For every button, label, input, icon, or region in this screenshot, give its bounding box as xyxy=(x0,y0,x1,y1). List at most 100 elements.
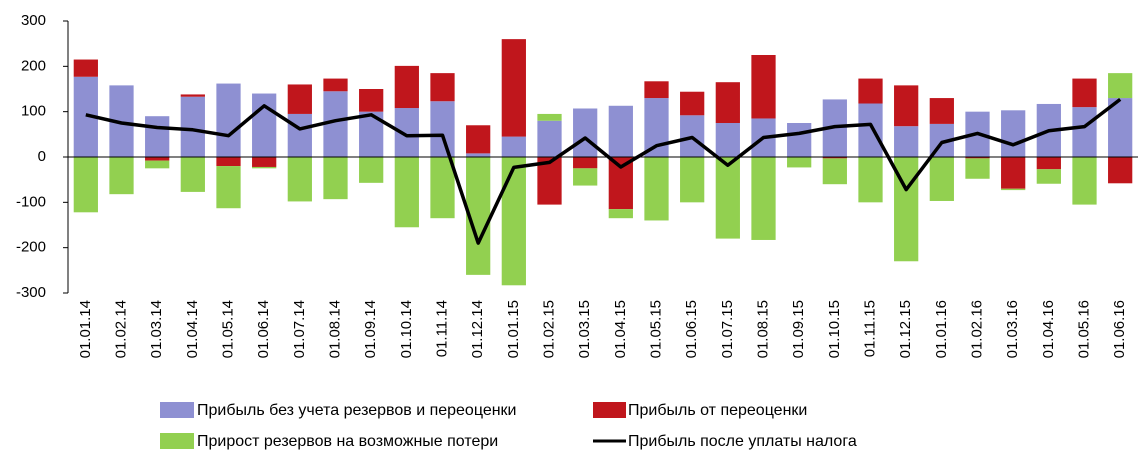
bar xyxy=(1108,73,1133,99)
bar xyxy=(252,93,277,157)
bar xyxy=(644,98,669,157)
bar xyxy=(573,108,598,157)
x-tick-label: 01.08.15 xyxy=(754,300,771,358)
x-tick-label: 01.01.14 xyxy=(77,300,94,358)
legend-label: Прибыль после уплаты налога xyxy=(628,433,857,450)
y-tick-label: -200 xyxy=(16,239,46,256)
x-tick-label: 01.05.15 xyxy=(647,300,664,358)
bar xyxy=(180,96,205,157)
x-tick-label: 01.01.15 xyxy=(505,300,522,358)
x-tick-label: 01.07.14 xyxy=(291,300,308,358)
bar xyxy=(537,120,562,157)
bar xyxy=(1001,157,1026,189)
bar xyxy=(145,160,170,169)
bar xyxy=(680,91,705,116)
x-tick-label: 01.04.14 xyxy=(184,300,201,358)
bar xyxy=(216,166,241,209)
bar xyxy=(430,73,455,102)
bar xyxy=(323,78,348,92)
bar xyxy=(252,157,277,167)
bar xyxy=(894,85,919,127)
x-tick-label: 01.05.14 xyxy=(219,300,236,358)
bar xyxy=(929,157,954,201)
legend-swatch xyxy=(160,433,194,449)
legend-label: Прибыль без учета резервов и переоценки xyxy=(197,402,516,419)
x-tick-label: 01.01.16 xyxy=(933,300,950,358)
x-tick-label: 01.09.15 xyxy=(790,300,807,358)
legend-swatch xyxy=(593,402,626,418)
bar xyxy=(858,157,883,203)
x-tick-label: 01.12.15 xyxy=(897,300,914,358)
bar xyxy=(858,103,883,157)
x-tick-label: 01.08.14 xyxy=(326,300,343,358)
bar xyxy=(252,166,277,169)
bar xyxy=(323,157,348,200)
bar xyxy=(145,157,170,161)
bar xyxy=(680,157,705,203)
y-tick-label: 100 xyxy=(21,103,46,120)
legend-swatch xyxy=(160,402,194,418)
bar xyxy=(1108,157,1133,184)
x-tick-label: 01.12.14 xyxy=(469,300,486,358)
x-tick-label: 01.02.15 xyxy=(540,300,557,358)
bar xyxy=(608,105,633,157)
x-tick-label: 01.11.14 xyxy=(433,300,450,357)
x-tick-label: 01.06.16 xyxy=(1111,300,1128,358)
bar xyxy=(715,157,740,239)
line xyxy=(85,98,1122,245)
bar xyxy=(287,157,312,202)
bar xyxy=(822,158,847,185)
x-tick-label: 01.10.15 xyxy=(826,300,843,358)
bar xyxy=(501,136,526,157)
bar xyxy=(1072,157,1097,205)
legend-label: Прирост резервов на возможные потери xyxy=(197,433,498,450)
bar xyxy=(787,123,812,157)
x-tick-label: 01.03.14 xyxy=(148,300,165,358)
bar xyxy=(822,157,847,159)
x-tick-label: 01.11.15 xyxy=(861,300,878,357)
bar xyxy=(929,98,954,124)
bar xyxy=(573,157,598,169)
bar xyxy=(1072,78,1097,108)
bar xyxy=(359,157,384,183)
bar xyxy=(145,116,170,157)
bar xyxy=(965,157,990,159)
y-tick-label: -300 xyxy=(16,284,46,301)
x-tick-label: 01.02.14 xyxy=(112,300,129,358)
bar xyxy=(894,126,919,157)
bar xyxy=(394,65,419,109)
x-tick-label: 01.04.16 xyxy=(1040,300,1057,358)
legend-label: Прибыль от переоценки xyxy=(628,402,807,419)
bar xyxy=(180,94,205,97)
y-tick-label: 0 xyxy=(38,148,46,165)
bar xyxy=(359,89,384,112)
bar xyxy=(73,157,98,213)
bar xyxy=(394,157,419,228)
bar xyxy=(608,209,633,219)
x-tick-label: 01.03.16 xyxy=(1004,300,1021,358)
bar xyxy=(216,83,241,157)
bar xyxy=(751,157,776,240)
bar xyxy=(1001,188,1026,191)
bar xyxy=(466,153,491,157)
x-tick-label: 01.04.15 xyxy=(612,300,629,358)
bar xyxy=(751,55,776,119)
bar xyxy=(287,84,312,114)
bar xyxy=(501,39,526,137)
bar xyxy=(73,59,98,77)
legend: Прибыль без учета резервов и переоценки … xyxy=(160,402,857,450)
x-tick-label: 01.10.14 xyxy=(398,300,415,358)
bar xyxy=(1036,169,1061,184)
y-tick-label: 300 xyxy=(21,12,46,29)
y-tick-label: 200 xyxy=(21,57,46,74)
bar xyxy=(430,157,455,219)
bar xyxy=(180,157,205,192)
bar xyxy=(787,157,812,168)
bar xyxy=(644,81,669,99)
bar xyxy=(573,168,598,186)
bar xyxy=(858,78,883,104)
bar xyxy=(715,123,740,157)
bar xyxy=(1072,107,1097,157)
x-tick-label: 01.02.16 xyxy=(968,300,985,358)
